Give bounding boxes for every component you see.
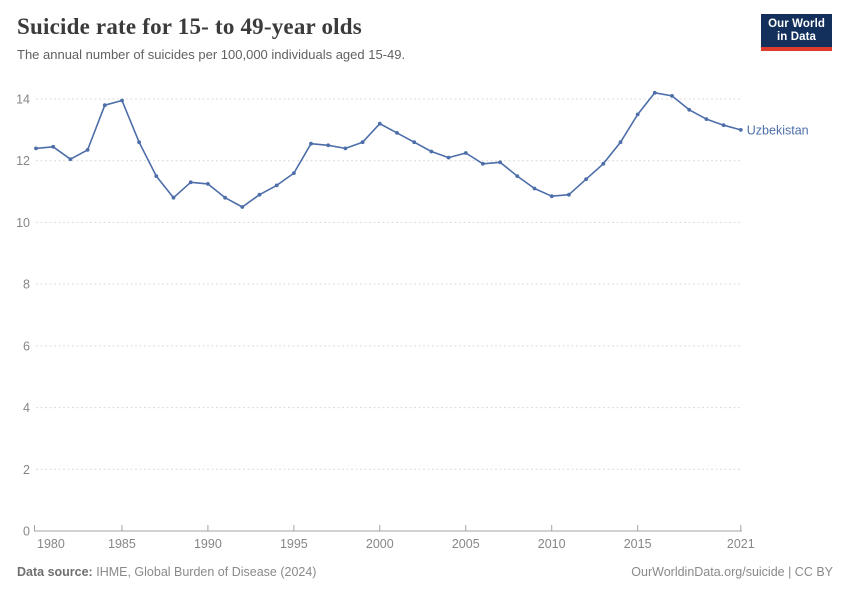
- plot-area[interactable]: 0 2 4 6 8 10 12 14 1980 1985 1990 1995 2000 2005 2010 2…: [0, 75, 850, 555]
- data-point: [68, 157, 73, 162]
- data-source-note: Data source: IHME, Global Burden of Dise…: [17, 565, 316, 579]
- data-point: [652, 90, 657, 95]
- data-source-label: Data source:: [17, 565, 93, 579]
- x-axis-tick-label: 2010: [538, 537, 566, 551]
- data-point: [154, 174, 159, 178]
- y-axis-tick-label: 4: [23, 401, 30, 415]
- data-point: [738, 128, 743, 132]
- data-point: [687, 107, 692, 112]
- data-point: [51, 144, 56, 149]
- data-point: [463, 151, 468, 155]
- data-point: [360, 140, 365, 145]
- chart-header: Suicide rate for 15- to 49-year olds The…: [17, 13, 750, 64]
- data-point: [412, 140, 417, 145]
- owid-logo-line2: in Data: [777, 31, 817, 44]
- data-point: [257, 192, 262, 197]
- page-subtitle: The annual number of suicides per 100,00…: [17, 46, 406, 62]
- y-axis-tick-label: 12: [16, 154, 30, 168]
- data-point: [549, 194, 554, 199]
- y-axis-tick-label: 8: [23, 278, 30, 292]
- data-point: [326, 143, 331, 148]
- credit-link[interactable]: OurWorldinData.org/suicide | CC BY: [631, 565, 833, 579]
- data-point: [171, 195, 176, 200]
- x-axis-tick-label: 2021: [727, 537, 755, 551]
- data-point: [446, 155, 451, 160]
- data-point: [670, 94, 674, 98]
- data-point: [34, 146, 38, 151]
- owid-logo-line1: Our World: [768, 18, 825, 30]
- data-point: [120, 98, 124, 103]
- x-axis-tick-label: 1990: [194, 537, 222, 551]
- data-point: [515, 174, 520, 178]
- data-point: [343, 146, 348, 151]
- data-point: [498, 160, 502, 165]
- data-point: [274, 183, 279, 188]
- data-point: [584, 177, 588, 182]
- data-point: [429, 149, 434, 154]
- data-point: [292, 171, 296, 175]
- x-axis-tick-label: 1985: [108, 537, 136, 551]
- y-axis-tick-label: 0: [23, 525, 30, 539]
- data-point: [721, 123, 726, 128]
- owid-logo[interactable]: Our World in Data: [761, 14, 832, 52]
- chart-footer: Data source: IHME, Global Burden of Dise…: [17, 565, 833, 579]
- data-point: [395, 131, 399, 135]
- data-point: [601, 161, 606, 166]
- data-point: [377, 121, 382, 126]
- x-axis-tick-label: 1995: [280, 537, 308, 551]
- data-point: [85, 148, 90, 152]
- x-axis-tick-label: 2000: [366, 537, 394, 551]
- series-label[interactable]: Uzbekistan: [747, 123, 809, 137]
- data-point: [532, 186, 537, 191]
- data-point: [567, 192, 571, 197]
- x-axis-tick-label: 2015: [624, 537, 652, 551]
- data-point: [137, 140, 142, 145]
- data-line: [35, 92, 742, 208]
- data-point: [635, 112, 640, 117]
- data-point: [240, 205, 245, 209]
- data-point: [102, 103, 107, 108]
- data-point: [206, 182, 210, 186]
- y-axis-tick-label: 2: [23, 463, 30, 477]
- x-axis-tick-label: 1980: [37, 537, 65, 551]
- y-axis-tick-label: 10: [16, 216, 30, 230]
- page-title: Suicide rate for 15- to 49-year olds: [17, 14, 362, 39]
- data-point: [704, 117, 709, 121]
- data-point: [188, 180, 193, 185]
- x-axis-tick-label: 2005: [452, 537, 480, 551]
- y-axis-tick-label: 6: [23, 339, 30, 353]
- y-axis-tick-label: 14: [16, 93, 30, 107]
- line-chart-svg[interactable]: 0 2 4 6 8 10 12 14 1980 1985 1990 1995 2000 2005 2010 2…: [0, 75, 850, 555]
- data-point: [481, 161, 485, 166]
- data-point: [223, 195, 228, 200]
- data-point: [618, 140, 623, 145]
- data-point: [309, 141, 313, 146]
- data-source-value: IHME, Global Burden of Disease (2024): [96, 565, 317, 579]
